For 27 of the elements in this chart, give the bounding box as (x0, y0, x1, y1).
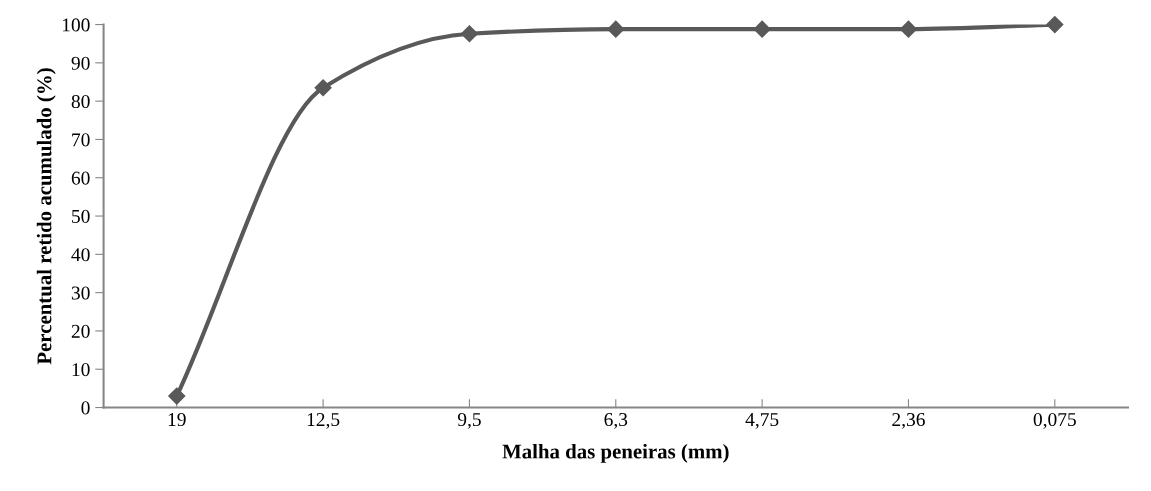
y-tick-label: 40 (71, 248, 90, 262)
point (607, 20, 625, 38)
x-tick-label: 19 (168, 413, 186, 427)
y-tick-label: 30 (71, 286, 90, 300)
point (314, 79, 332, 97)
y-tick-label: 60 (71, 171, 90, 185)
x-tick-label: 12,5 (307, 413, 340, 429)
y-tick-label: 20 (71, 324, 90, 338)
point (168, 387, 186, 405)
y-axis-title: Percentual retido acumulado (%) (36, 68, 56, 365)
point (753, 20, 771, 38)
y-tick-label: 80 (71, 94, 90, 109)
x-tick-label: 9,5 (457, 413, 481, 429)
x-tick-label: 6,3 (604, 413, 628, 429)
x-axis-title: Malha das peneiras (mm) (502, 443, 729, 463)
point (899, 20, 918, 38)
point (460, 25, 478, 43)
y-tick-label: 50 (72, 209, 90, 223)
y-tick-label: 0 (81, 401, 90, 415)
x-tick-label: 0,075 (1033, 412, 1076, 429)
y-tick-label: 100 (62, 18, 90, 32)
y-tick-label: 90 (71, 56, 90, 70)
x-tick-label: 2,36 (892, 413, 925, 429)
point (1046, 15, 1064, 34)
y-tick-label: 70 (72, 133, 90, 147)
x-tick-label: 4,75 (745, 413, 779, 429)
y-tick-label: 10 (72, 363, 90, 377)
